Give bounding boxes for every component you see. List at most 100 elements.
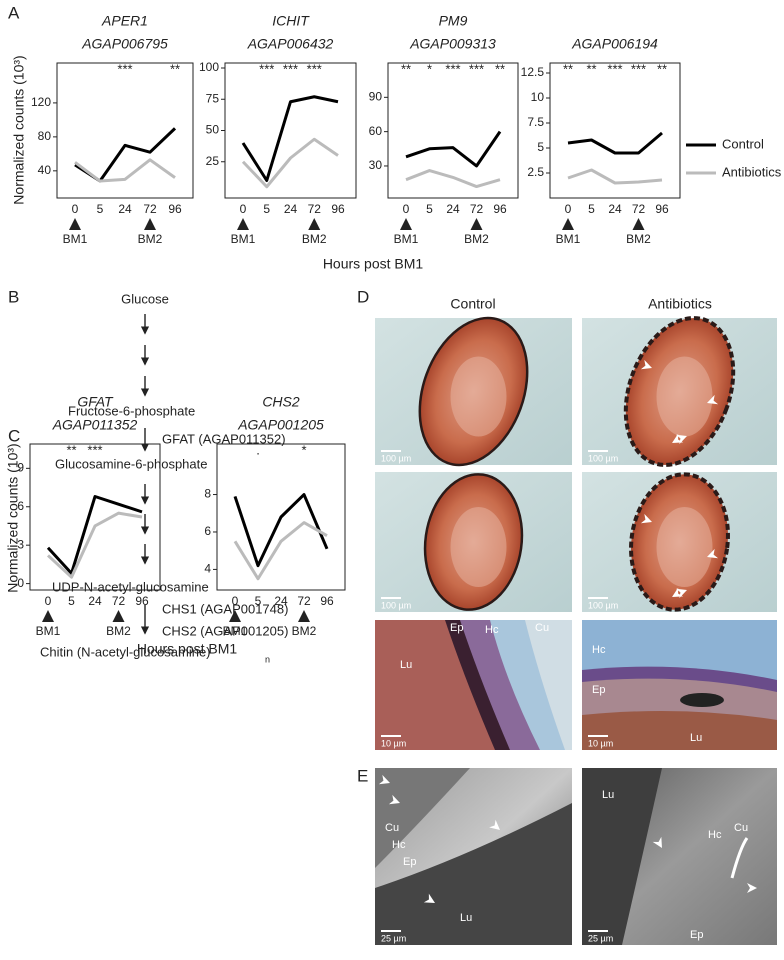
tissue <box>375 768 470 868</box>
scale-label: 100 µm <box>588 453 618 463</box>
x-tick-label: 24 <box>274 594 288 608</box>
event-label: BM2 <box>292 624 317 638</box>
x-tick-label: 5 <box>97 202 104 216</box>
arrowhead <box>747 883 757 893</box>
series-line <box>405 130 502 168</box>
significance: *** <box>283 61 298 76</box>
tissue-label: Ep <box>592 684 605 696</box>
x-tick-label: 72 <box>470 202 484 216</box>
micrograph: 25 µm Cu Hc Ep Lu <box>375 768 572 945</box>
y-tick-label: 5 <box>537 140 544 154</box>
chart-subtitle: AGAP001205 <box>237 417 324 433</box>
significance: ** <box>170 61 180 76</box>
event-label: BM2 <box>106 624 131 638</box>
chart-title: CHS2 <box>262 394 300 410</box>
chart-subtitle: AGAP006795 <box>81 36 168 52</box>
micrograph: 100 µm <box>582 316 777 467</box>
arrowhead <box>388 794 400 805</box>
series-line <box>241 95 339 182</box>
x-axis-label: Hours post BM1 <box>137 641 238 657</box>
plot-frame <box>387 62 519 199</box>
x-tick-label: 0 <box>240 202 247 216</box>
cuticle <box>730 837 749 879</box>
arrowhead <box>640 513 652 524</box>
plot-frame <box>549 62 681 199</box>
y-tick-label: 0 <box>17 576 24 590</box>
scale-label: 100 µm <box>381 453 411 463</box>
tissue-label: Cu <box>535 622 549 634</box>
y-tick-label: 80 <box>38 129 52 143</box>
micrograph: 10 µm Lu Ep Hc Cu <box>375 620 572 750</box>
x-tick-label: 96 <box>168 202 182 216</box>
y-tick-label: 12.5 <box>521 65 545 79</box>
chart-title: APER1 <box>101 13 148 29</box>
x-tick-label: 24 <box>446 202 460 216</box>
y-tick-label: 10 <box>531 90 545 104</box>
significance: *** <box>607 61 622 76</box>
event-label: BM1 <box>394 232 419 246</box>
significance: . <box>256 442 260 457</box>
tissue <box>582 768 662 945</box>
x-tick-label: 5 <box>68 594 75 608</box>
scale-label: 10 µm <box>588 738 613 748</box>
significance: ** <box>586 61 596 76</box>
x-tick-label: 72 <box>308 202 322 216</box>
pathway: Glucose Fructose-6-phosphate GFAT (AGAP0… <box>40 291 288 664</box>
event-label: BM1 <box>63 232 88 246</box>
legend-label: Control <box>722 136 764 151</box>
tissue-label: Ep <box>450 622 463 634</box>
x-tick-label: 96 <box>320 594 334 608</box>
series-line <box>241 137 339 189</box>
event-triangle <box>470 218 483 230</box>
event-label: BM1 <box>231 232 256 246</box>
pathway-node: Glucosamine-6-phosphate <box>55 456 207 471</box>
yolk-region <box>656 356 713 437</box>
pathway-node: Fructose-6-phosphate <box>68 403 195 418</box>
series-line <box>46 511 143 579</box>
pathway-node: UDP-N-acetyl-glucosamine <box>52 579 209 594</box>
y-tick-label: 75 <box>206 91 220 105</box>
legend-label: Antibiotics <box>722 164 782 179</box>
x-tick-label: 96 <box>655 202 669 216</box>
significance: ** <box>66 442 76 457</box>
x-tick-label: 24 <box>88 594 102 608</box>
enzyme: CHS1 (AGAP001748) <box>162 601 288 616</box>
event-triangle <box>298 610 310 622</box>
x-tick-label: 5 <box>255 594 262 608</box>
tissue-label: Hc <box>485 624 499 636</box>
tissue-label: Lu <box>690 732 702 744</box>
event-triangle <box>42 610 54 622</box>
x-tick-label: 96 <box>135 594 149 608</box>
y-tick-label: 100 <box>199 60 219 74</box>
tissue-label: Lu <box>400 659 412 671</box>
arrowhead <box>652 836 662 848</box>
micrograph: 100 µm <box>375 472 572 612</box>
x-tick-label: 5 <box>263 202 270 216</box>
series-line <box>233 521 328 581</box>
chart-subtitle: AGAP009313 <box>409 36 496 52</box>
series-line <box>567 168 663 185</box>
x-tick-label: 24 <box>608 202 622 216</box>
event-triangle <box>400 218 412 230</box>
panel-letter: A <box>8 3 20 22</box>
y-tick-label: 50 <box>206 123 220 137</box>
scale-label: 25 µm <box>381 933 406 943</box>
plot-frame <box>29 443 161 591</box>
tissue-label: Lu <box>460 912 472 924</box>
series-line <box>233 493 329 568</box>
x-tick-label: 72 <box>632 202 646 216</box>
tissue-label: Hc <box>392 839 406 851</box>
tissue-label: Lu <box>602 789 614 801</box>
x-tick-label: 72 <box>143 202 157 216</box>
x-tick-label: 24 <box>118 202 132 216</box>
y-tick-label: 60 <box>369 124 383 138</box>
significance: * <box>427 61 432 76</box>
arrowhead <box>672 433 684 443</box>
x-tick-label: 5 <box>588 202 595 216</box>
micrograph: 100 µm <box>375 316 572 467</box>
micrograph: 100 µm <box>582 472 777 612</box>
y-tick-label: 120 <box>31 95 51 109</box>
arrowhead <box>378 774 390 785</box>
tissue-label: Ep <box>690 929 703 941</box>
